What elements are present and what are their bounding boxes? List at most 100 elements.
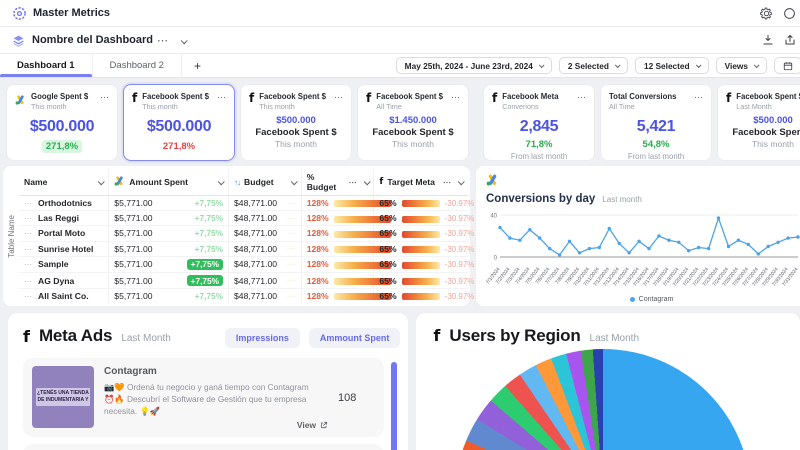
- table-row[interactable]: ⋯ Portal Moto $5,771.00 +7,75% $48,771.00 ⋯ 12…: [19, 225, 474, 242]
- pie-chart[interactable]: [455, 349, 752, 450]
- target-delta: -30.97%: [444, 276, 475, 286]
- chevron-down-icon[interactable]: [217, 177, 225, 185]
- card-menu-button[interactable]: ⋯: [100, 92, 110, 102]
- kpi-value: 2,845: [519, 118, 559, 135]
- table-row[interactable]: ⋯ Orthodotnics $5,771.00 +7,75% $48,771.00 ⋯ 1…: [19, 195, 474, 212]
- kpi-card-1[interactable]: f Facebook Spent $ This month ⋯ $500.000 271,…: [123, 84, 235, 161]
- kpi-card-3[interactable]: f Facebook Spent $ All Time ⋯ $1.450.000 Face…: [357, 84, 469, 161]
- chevron-down-icon[interactable]: [290, 177, 298, 185]
- column-header-budget[interactable]: ↑↓ Budget: [228, 169, 302, 196]
- kpi-card-titles: Facebook Spent $ All Time: [376, 92, 443, 111]
- users-by-region-panel: f Users by Region Last Month: [416, 313, 800, 450]
- target-meta-value: 65%: [379, 198, 397, 209]
- target-meta-gradient-bar: [401, 230, 440, 238]
- ad-view-link[interactable]: View: [104, 420, 328, 430]
- column-header-name[interactable]: Name: [19, 169, 109, 196]
- help-icon[interactable]: [783, 7, 796, 20]
- target-delta: -30.97%: [444, 292, 475, 302]
- table-row[interactable]: ⋯ AG Dyna $5,771.00 +7,75% $48,771.00 ⋯ 128% 65…: [19, 272, 474, 290]
- chevron-down-icon[interactable]: [97, 177, 106, 185]
- data-table: Name Amount Spent ↑↓ Budget% Budget ⋯ f Target…: [19, 169, 474, 304]
- scrollbar-thumb[interactable]: [391, 362, 398, 450]
- card-menu-button[interactable]: ⋯: [451, 92, 461, 102]
- table-row[interactable]: ⋯ Las Reggi $5,771.00 +7,75% $48,771.00 ⋯ 128%…: [19, 210, 474, 227]
- external-link-icon: [320, 422, 328, 429]
- row-drag-handle[interactable]: ⋯: [24, 292, 33, 302]
- kpi-card-titles: Facebook Meta Converions: [502, 92, 558, 111]
- budget-value: $48,771.00: [234, 228, 278, 239]
- pct-budget-gradient-bar: [333, 277, 391, 285]
- table-row[interactable]: ⋯ Sample $5,771.00 +7,75% $48,771.00 ⋯ 128% 65%…: [19, 256, 474, 273]
- gear-icon[interactable]: [760, 7, 773, 20]
- kpi-metric-name: Facebook Spent $: [372, 127, 454, 138]
- chevron-down-icon[interactable]: [363, 177, 371, 185]
- filter-dropdown-0[interactable]: May 25th, 2024 - June 23rd, 2024: [395, 57, 552, 74]
- card-menu-button[interactable]: ⋯: [217, 92, 227, 102]
- amount-spent-value: $5,771.00: [114, 198, 153, 209]
- target-meta-value: 65%: [379, 275, 397, 286]
- kpi-subtitle: This month: [142, 102, 178, 111]
- kpi-card-header: Google Spent $ This month ⋯: [7, 85, 117, 111]
- row-drag-handle[interactable]: ⋯: [24, 276, 33, 286]
- table-row[interactable]: ⋯ All Saint Co. $5,771.00 +7,75% $48,771.00 ⋯…: [19, 288, 474, 304]
- budget-value: $48,771.00: [234, 213, 278, 224]
- column-menu-button[interactable]: ⋯: [348, 177, 358, 187]
- sort-icon[interactable]: ↑↓: [234, 177, 241, 187]
- ad-list-item[interactable]: AUTOMATIZÁ TUS TAREAS ADMINISTRATIVASReg…: [23, 444, 385, 450]
- row-drag-handle[interactable]: ⋯: [24, 244, 33, 254]
- table-row[interactable]: ⋯ Sunrise Hotel $5,771.00 +7,75% $48,771.00 ⋯…: [19, 241, 474, 257]
- kpi-card-2[interactable]: f Facebook Spent $ This month ⋯ $500.000 Face…: [240, 84, 352, 161]
- kpi-delta: 271,8%: [162, 141, 196, 152]
- filter-dropdown-1[interactable]: 2 Selected: [558, 57, 628, 74]
- region-subtitle: Last Month: [589, 333, 640, 345]
- row-drag-handle[interactable]: ⋯: [24, 260, 33, 270]
- kpi-card-0[interactable]: Google Spent $ This month ⋯ $500.000 271,8%: [6, 84, 118, 161]
- card-menu-button[interactable]: ⋯: [334, 92, 344, 102]
- budget-value: $48,771.00: [234, 243, 278, 254]
- tab-dashboard-1[interactable]: Dashboard 1: [0, 54, 93, 77]
- card-menu-button[interactable]: ⋯: [577, 92, 587, 102]
- kpi-title: Facebook Spent $: [142, 92, 209, 101]
- facebook-icon: f: [379, 176, 384, 187]
- ammount-spent-button[interactable]: Ammount Spent: [308, 328, 401, 349]
- chevron-down-icon: [753, 61, 760, 68]
- column-menu-button[interactable]: ⋯: [443, 177, 452, 187]
- column-header-target-meta[interactable]: f Target Meta ⋯: [373, 169, 468, 196]
- ad-list-item[interactable]: ¿TENÉS UNA TIENDA DE INDUMENTARIA Y Conta…: [23, 358, 385, 438]
- dashboard-menu-button[interactable]: ⋯: [157, 34, 170, 47]
- card-menu-button[interactable]: ⋯: [694, 92, 704, 102]
- kpi-subtitle: All Time: [376, 102, 402, 111]
- impressions-button[interactable]: Impressions: [224, 328, 300, 349]
- download-icon[interactable]: [762, 34, 774, 46]
- amount-delta-badge: +7,75%: [194, 243, 224, 254]
- calendar-button[interactable]: [774, 57, 800, 74]
- tab-dashboard-2[interactable]: Dashboard 2: [93, 54, 182, 77]
- facebook-icon: f: [726, 91, 732, 105]
- row-drag-handle[interactable]: ⋯: [24, 229, 33, 239]
- dashboard-bar: Nombre del Dashboard ⋯: [0, 27, 800, 54]
- row-drag-handle[interactable]: ⋯: [24, 199, 33, 209]
- chevron-down-icon[interactable]: [457, 177, 465, 185]
- filter-dropdown-2[interactable]: 12 Selected: [634, 57, 709, 74]
- column-header-amount-spent[interactable]: Amount Spent: [108, 169, 229, 196]
- budget-value: $48,771.00: [234, 259, 278, 270]
- legend-dot-icon: [629, 297, 635, 302]
- kpi-subtitle: All Time: [609, 102, 635, 111]
- dashboard-title: Nombre del Dashboard: [32, 34, 154, 46]
- kpi-card-titles: Facebook Spent $ This month: [142, 92, 209, 111]
- column-header--budget[interactable]: % Budget ⋯: [300, 169, 374, 196]
- kpi-card-5[interactable]: Total Conversions All Time ⋯ 5,421 54,8% From…: [600, 84, 712, 161]
- add-tab-button[interactable]: +: [193, 58, 201, 73]
- line-chart[interactable]: 4007/1/20247/2/20247/3/20247/4/20247/5/2…: [485, 205, 800, 293]
- kpi-card-4[interactable]: f Facebook Meta Converions ⋯ 2,845 71,8% From …: [483, 84, 595, 161]
- row-drag-handle[interactable]: ⋯: [24, 214, 33, 224]
- chevron-down-icon: [538, 61, 545, 68]
- kpi-footnote: From last month: [627, 152, 685, 161]
- kpi-title: Facebook Spent $: [376, 92, 443, 101]
- kpi-card-titles: Google Spent $ This month: [31, 92, 88, 111]
- filter-dropdown-3[interactable]: Views: [715, 57, 767, 74]
- kpi-value: $1.450.000: [389, 115, 437, 126]
- share-icon[interactable]: [784, 34, 796, 46]
- dashboard-dropdown-chevron-icon[interactable]: [180, 31, 188, 49]
